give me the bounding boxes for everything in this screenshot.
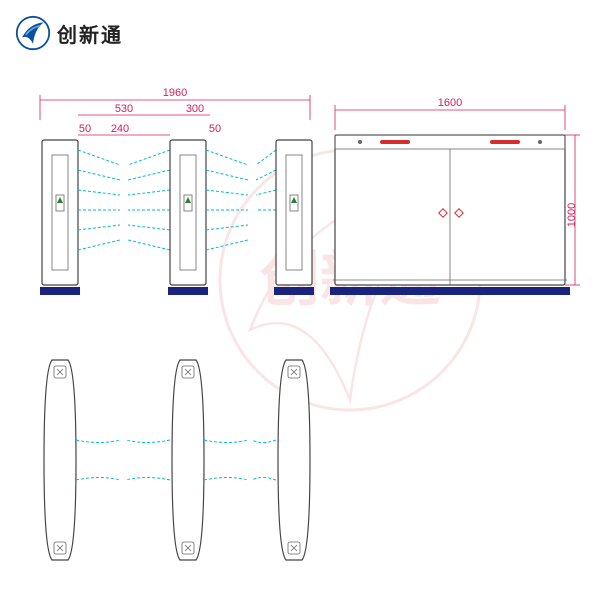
technical-drawing: 创新通 1960 530 300 50 240 50 — [0, 0, 600, 600]
svg-text:1960: 1960 — [163, 87, 187, 99]
top-view — [44, 360, 310, 560]
svg-text:1000: 1000 — [566, 203, 578, 227]
side-view: 1600 1000 — [330, 97, 580, 295]
svg-text:1600: 1600 — [438, 97, 462, 109]
svg-text:300: 300 — [186, 103, 204, 115]
svg-text:50: 50 — [209, 123, 221, 135]
svg-text:240: 240 — [111, 123, 129, 135]
svg-text:530: 530 — [115, 103, 133, 115]
svg-text:50: 50 — [79, 123, 91, 135]
